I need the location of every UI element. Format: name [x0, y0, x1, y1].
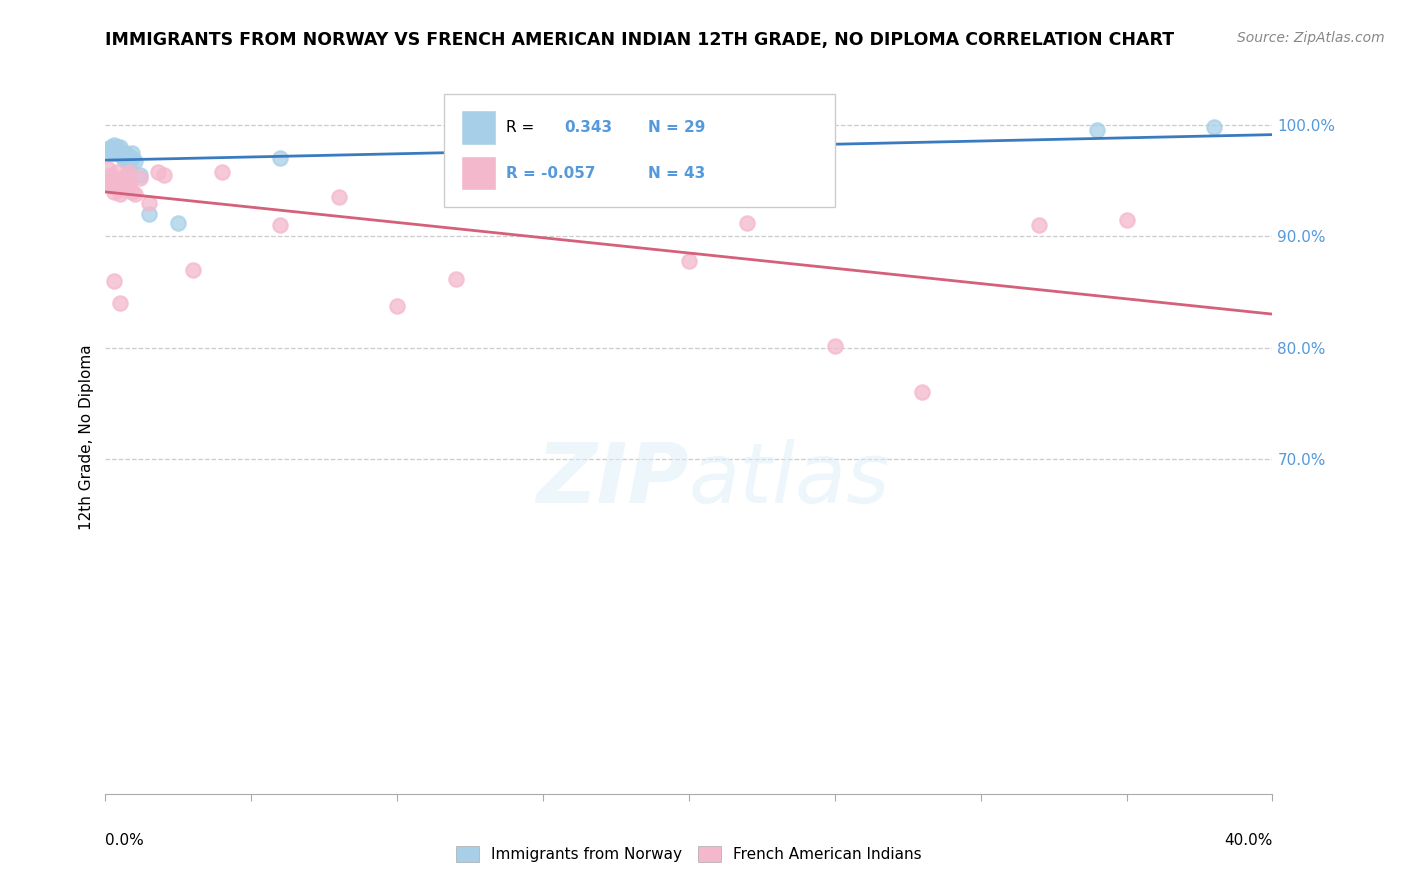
Point [118, 179, 141, 194]
Point [103, 145, 125, 160]
Point [531, 165, 554, 179]
Point [121, 152, 143, 166]
Point [108, 145, 131, 160]
Point [97, 142, 120, 157]
Point [105, 179, 128, 194]
Point [103, 179, 125, 194]
Point [269, 152, 292, 166]
FancyBboxPatch shape [461, 156, 496, 190]
Y-axis label: 12th Grade, No Diploma: 12th Grade, No Diploma [79, 344, 94, 530]
Point [1085, 123, 1108, 137]
Text: N = 29: N = 29 [648, 120, 706, 135]
Point [138, 207, 160, 221]
Point [115, 168, 138, 182]
Point [118, 173, 141, 188]
Text: 0.343: 0.343 [564, 120, 612, 135]
Point [108, 176, 131, 190]
Point [103, 176, 125, 190]
Point [103, 142, 125, 157]
Point [105, 173, 128, 188]
Point [124, 187, 146, 202]
Point [105, 165, 128, 179]
Point [100, 179, 122, 194]
Point [115, 145, 138, 160]
Text: Source: ZipAtlas.com: Source: ZipAtlas.com [1237, 31, 1385, 45]
Text: ZIP: ZIP [536, 440, 689, 520]
Point [111, 149, 134, 163]
Point [118, 149, 141, 163]
Point [146, 165, 169, 179]
Point [105, 140, 128, 154]
Point [108, 183, 131, 197]
Point [97, 173, 120, 188]
Point [124, 153, 146, 168]
Point [181, 263, 204, 277]
Point [111, 179, 134, 194]
Point [118, 157, 141, 171]
Point [121, 145, 143, 160]
Point [138, 195, 160, 210]
Point [108, 140, 131, 154]
Point [129, 171, 152, 186]
Point [737, 216, 759, 230]
Point [108, 296, 131, 310]
Point [103, 274, 125, 288]
Point [1202, 120, 1225, 135]
FancyBboxPatch shape [461, 111, 496, 145]
Point [100, 140, 122, 154]
Point [105, 145, 128, 160]
Text: atlas: atlas [689, 440, 890, 520]
Point [115, 176, 138, 190]
Point [108, 145, 131, 160]
Point [129, 168, 152, 182]
FancyBboxPatch shape [444, 94, 835, 207]
Point [111, 152, 134, 166]
Point [103, 137, 125, 152]
Point [115, 153, 138, 168]
Text: R = -0.057: R = -0.057 [506, 166, 595, 180]
Point [328, 190, 350, 204]
Point [765, 145, 787, 160]
Legend: Immigrants from Norway, French American Indians: Immigrants from Norway, French American … [450, 840, 928, 868]
Point [118, 165, 141, 179]
Point [100, 173, 122, 188]
Point [105, 142, 128, 157]
Text: R =: R = [506, 120, 538, 135]
Point [103, 171, 125, 186]
Point [211, 165, 233, 179]
Point [100, 145, 122, 160]
Point [911, 385, 934, 400]
Point [121, 185, 143, 199]
Text: IMMIGRANTS FROM NORWAY VS FRENCH AMERICAN INDIAN 12TH GRADE, NO DIPLOMA CORRELAT: IMMIGRANTS FROM NORWAY VS FRENCH AMERICA… [105, 31, 1174, 49]
Text: N = 43: N = 43 [648, 166, 706, 180]
Point [678, 253, 700, 268]
Point [153, 168, 174, 182]
Point [385, 298, 408, 313]
Point [1028, 218, 1050, 232]
Point [1115, 212, 1137, 227]
Text: 0.0%: 0.0% [105, 833, 145, 848]
Point [824, 338, 846, 352]
Point [103, 185, 125, 199]
Point [269, 218, 292, 232]
Point [97, 162, 120, 177]
Point [111, 171, 134, 186]
Text: 40.0%: 40.0% [1225, 833, 1272, 848]
Point [108, 187, 131, 202]
Point [678, 152, 700, 166]
Point [167, 216, 190, 230]
Point [100, 168, 122, 182]
Point [444, 271, 467, 285]
